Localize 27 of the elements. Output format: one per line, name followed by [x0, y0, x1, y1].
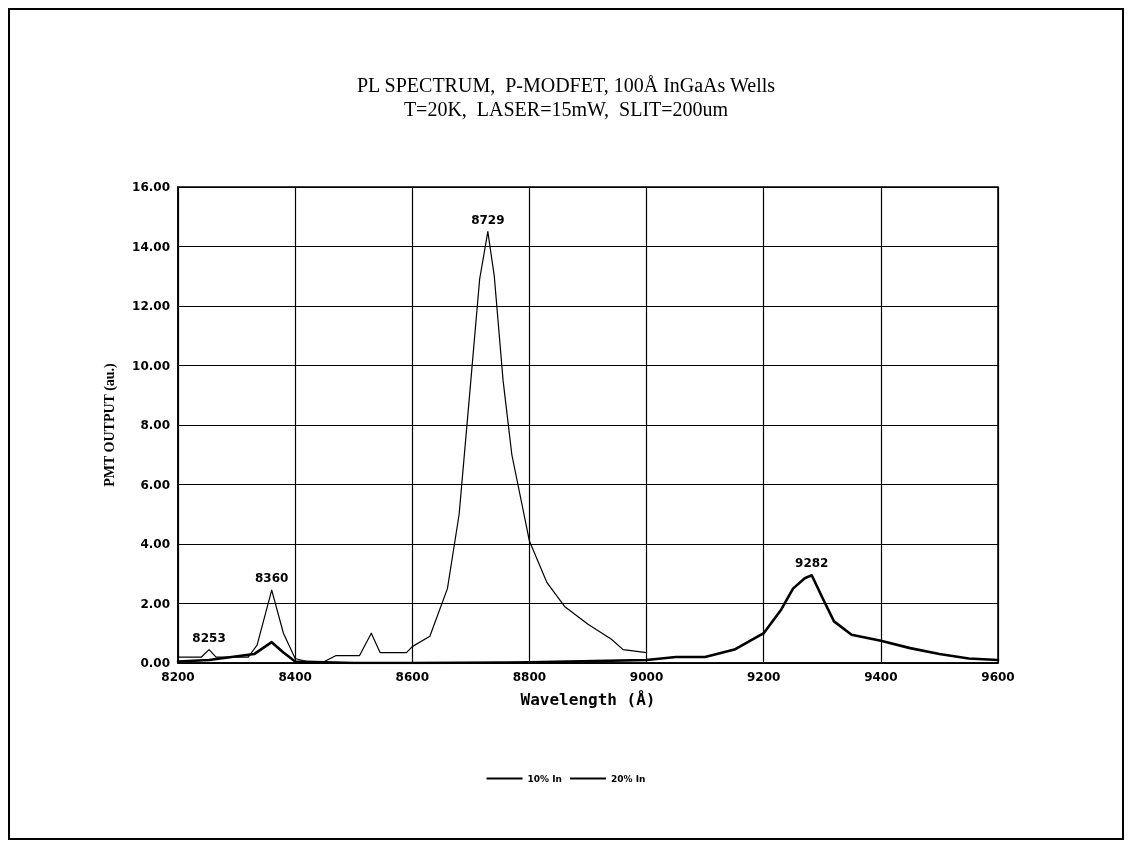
y-tick-label: 6.00	[140, 477, 170, 492]
legend-label: 20% In	[611, 773, 646, 784]
x-axis-title: Wavelength (Å)	[520, 689, 656, 709]
y-tick-label: 4.00	[140, 537, 170, 551]
annotation: 8253	[192, 630, 226, 645]
y-tick-label: 16.00	[132, 180, 170, 194]
y-tick-label: 2.00	[140, 596, 170, 611]
x-tick-label: 9000	[629, 670, 664, 684]
chart-title: PL SPECTRUM, P-MODFET, 100Å InGaAs Wells	[356, 74, 776, 96]
legend-label: 10% In	[527, 773, 563, 784]
y-axis-title: PMT OUTPUT (au.)	[101, 362, 118, 487]
y-tick-label: 14.00	[132, 239, 170, 254]
y-tick-label: 8.00	[140, 418, 170, 432]
x-tick-label: 9400	[864, 670, 898, 684]
annotation: 8360	[255, 571, 289, 586]
x-tick-label: 8800	[512, 670, 547, 684]
x-tick-label: 8600	[395, 670, 429, 684]
x-tick-label: 9200	[747, 670, 781, 684]
annotation: 8729	[471, 212, 505, 227]
x-tick-label: 9600	[981, 670, 1015, 684]
y-tick-label: 10.00	[132, 358, 170, 373]
annotation: 9282	[795, 556, 829, 571]
y-tick-label: 0.00	[140, 656, 170, 670]
y-tick-label: 12.00	[132, 299, 170, 313]
x-tick-label: 8200	[161, 670, 195, 684]
x-tick-label: 8400	[278, 670, 312, 684]
chart-subtitle: T=20K, LASER=15mW, SLIT=200um	[403, 98, 729, 120]
